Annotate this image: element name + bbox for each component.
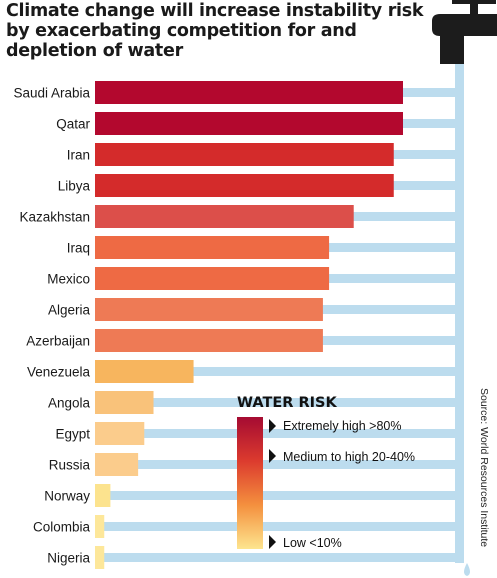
pipe-11 (97, 429, 464, 438)
category-label: Algeria (48, 303, 91, 318)
bar-iran (95, 143, 394, 166)
bar-russia (95, 453, 139, 476)
bar-norway (95, 484, 111, 507)
category-label: Angola (48, 396, 91, 411)
bar-iraq (95, 236, 330, 259)
chart-title: Climate change will increase instability… (6, 1, 424, 61)
bar-egypt (95, 422, 145, 445)
bar-colombia (95, 515, 105, 538)
bar-mexico (95, 267, 330, 290)
category-label: Kazakhstan (19, 210, 90, 225)
category-label: Iran (67, 148, 90, 163)
category-label: Libya (58, 179, 91, 194)
category-label: Mexico (47, 272, 90, 287)
legend-marker-0 (269, 419, 276, 433)
bar-kazakhstan (95, 205, 354, 228)
category-label: Nigeria (47, 551, 90, 566)
legend-label-extremely-high: Extremely high >80% (283, 419, 402, 433)
legend-marker-2 (269, 535, 276, 549)
category-label: Qatar (56, 117, 90, 132)
pipe-10 (97, 398, 464, 407)
category-label: Colombia (33, 520, 91, 535)
category-label: Azerbaijan (26, 334, 90, 349)
pipe-12 (97, 460, 464, 469)
bar-venezuela (95, 360, 194, 383)
category-label: Venezuela (27, 365, 91, 380)
legend-gradient-bar (237, 417, 263, 549)
category-label: Iraq (67, 241, 90, 256)
water-tap-icon (432, 0, 497, 64)
category-label: Saudi Arabia (13, 86, 90, 101)
bar-qatar (95, 112, 403, 135)
category-label: Russia (49, 458, 91, 473)
legend-title: WATER RISK (237, 395, 337, 411)
pipe-14 (97, 522, 464, 531)
bar-algeria (95, 298, 323, 321)
pipe-15 (97, 553, 464, 562)
legend-marker-1 (269, 449, 276, 463)
bar-libya (95, 174, 394, 197)
water-drop-icon (464, 563, 470, 576)
legend-label-medium-high: Medium to high 20-40% (283, 450, 416, 464)
legend-label-low: Low <10% (283, 536, 342, 550)
bar-angola (95, 391, 154, 414)
pipe-13 (97, 491, 464, 500)
bar-azerbaijan (95, 329, 323, 352)
category-label: Egypt (55, 427, 90, 442)
bar-saudi-arabia (95, 81, 403, 104)
category-label: Norway (44, 489, 90, 504)
bar-nigeria (95, 546, 105, 569)
source-note: Source: World Resources Institute (478, 388, 490, 548)
